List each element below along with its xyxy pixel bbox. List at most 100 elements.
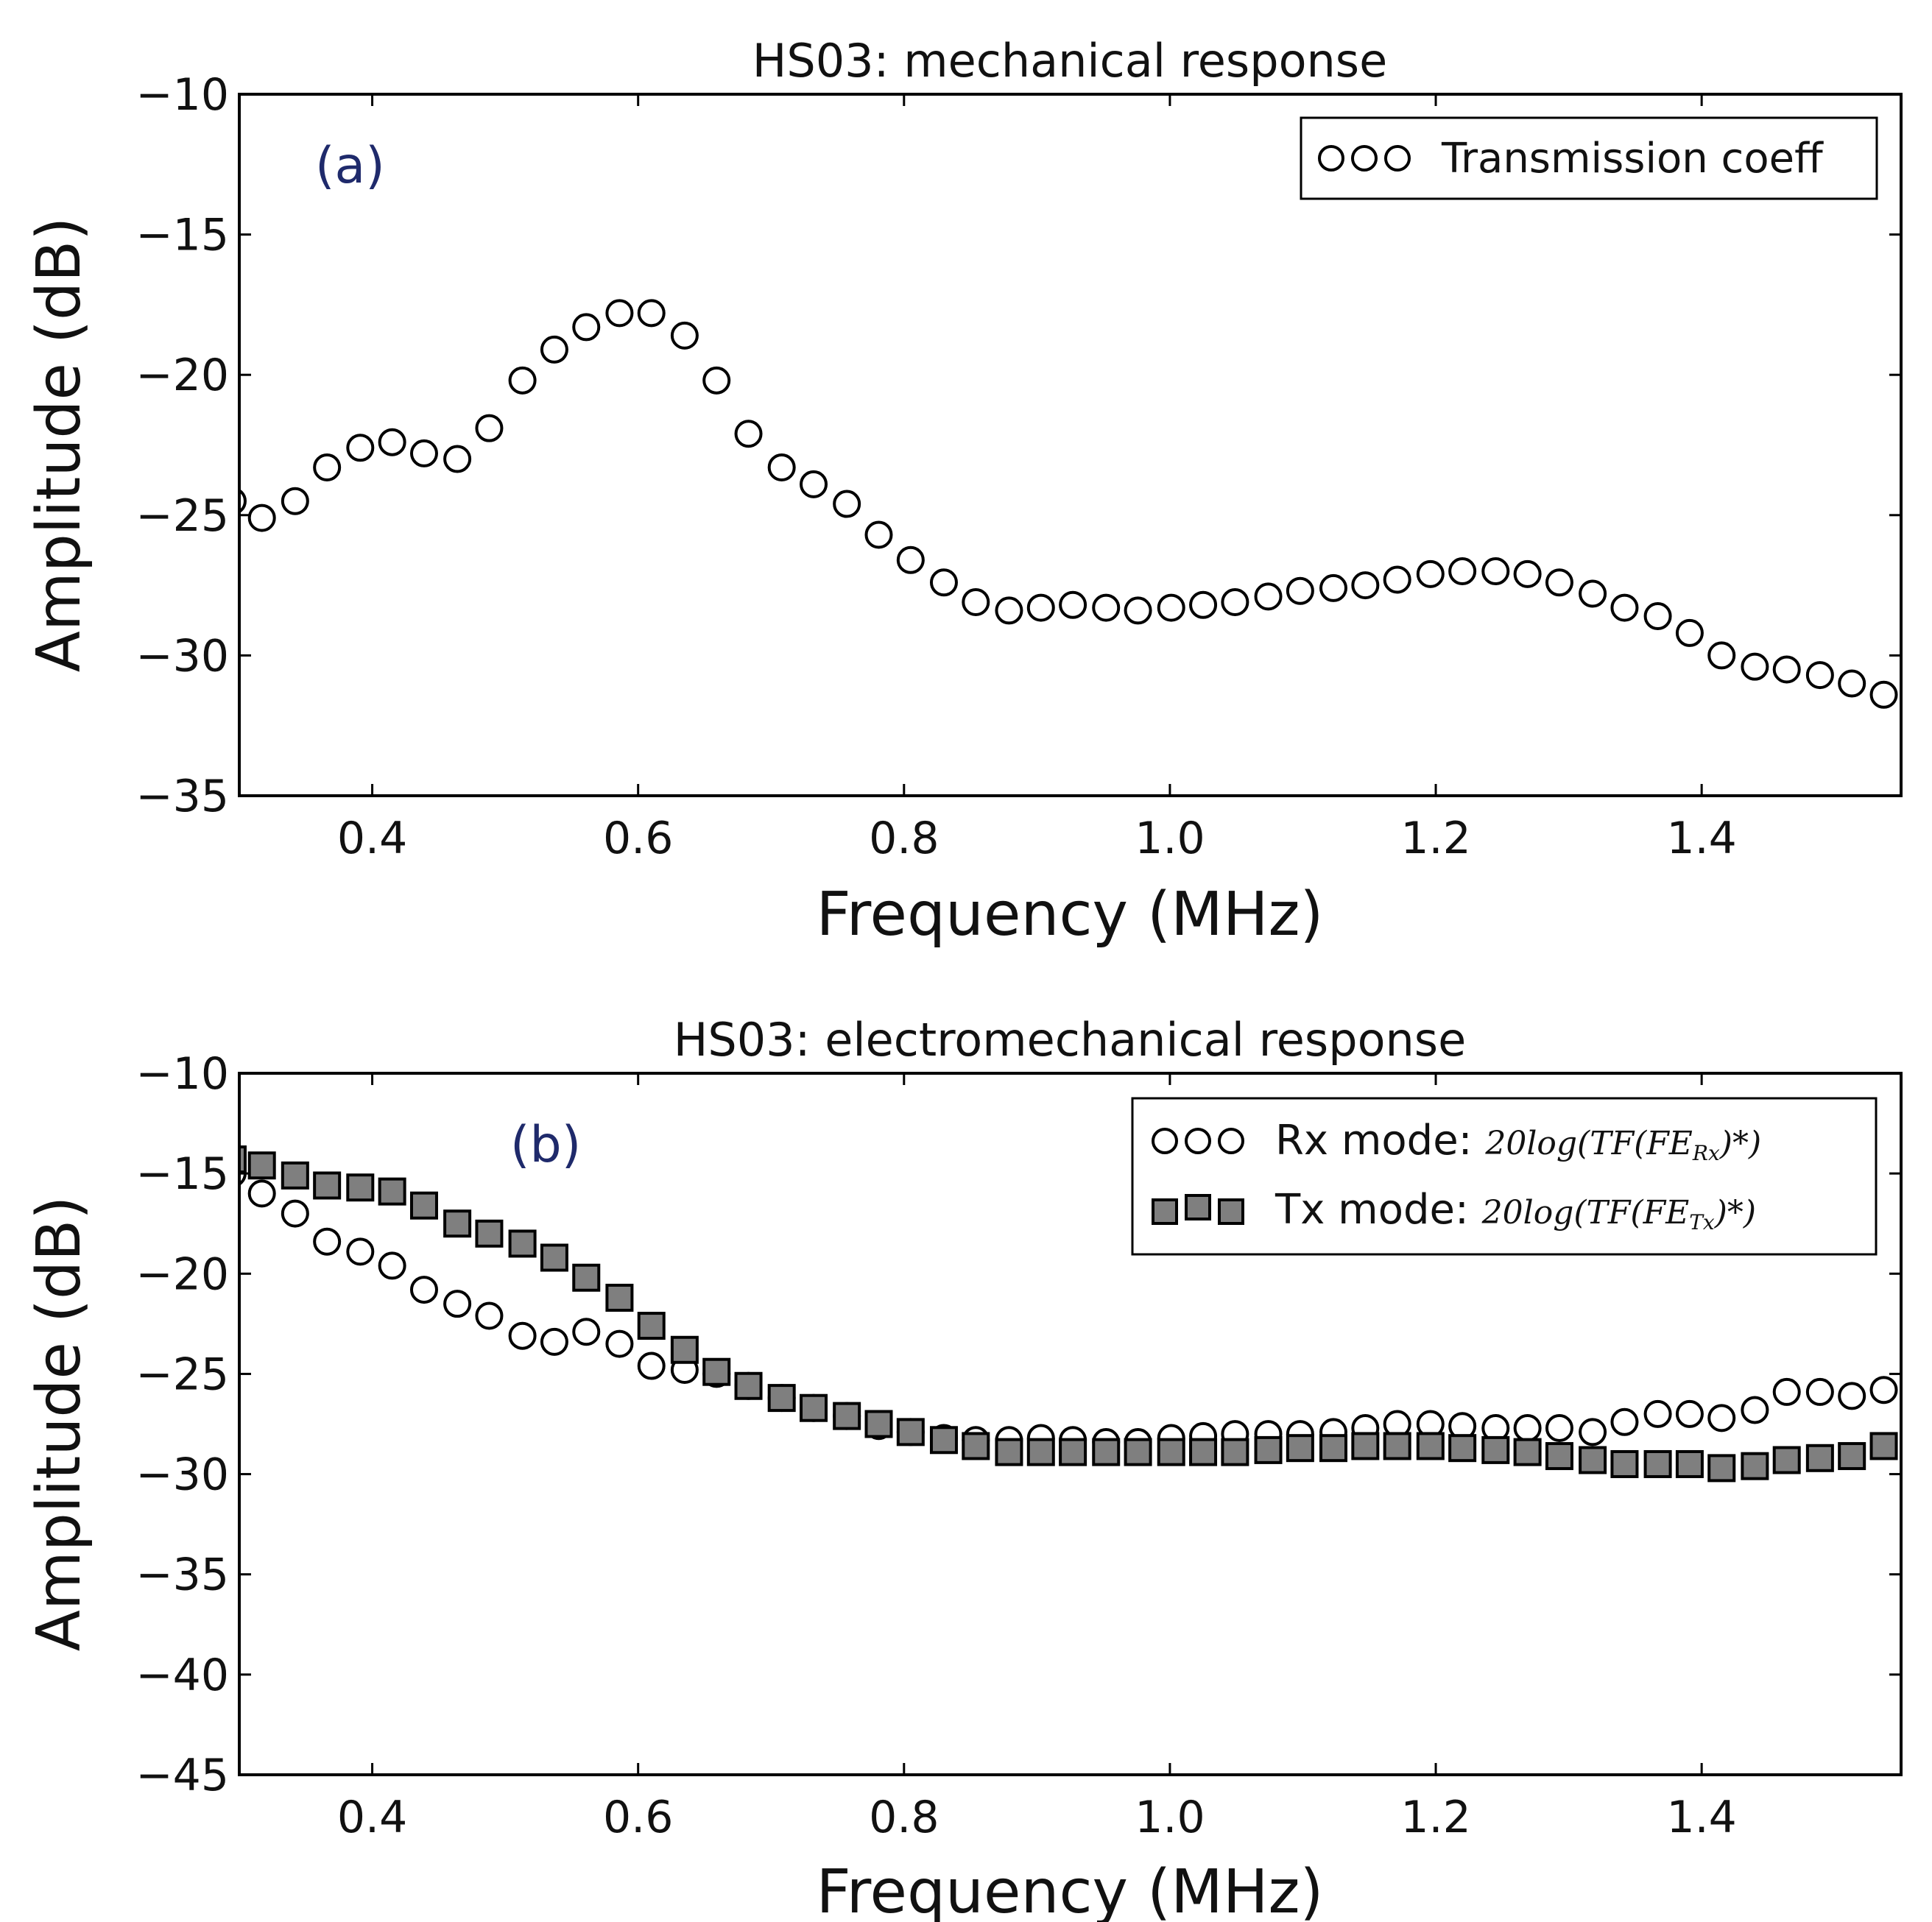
y-tick-label: −15 bbox=[135, 210, 229, 261]
data-point-tx-mode bbox=[1513, 1438, 1542, 1466]
legend-marker-circle bbox=[1218, 1128, 1244, 1154]
data-point-tx-mode bbox=[929, 1426, 958, 1455]
data-point-transmission-coeff bbox=[346, 434, 375, 462]
y-tick-label: −10 bbox=[135, 69, 229, 121]
data-point-rx-mode bbox=[281, 1199, 309, 1228]
data-point-tx-mode bbox=[896, 1418, 925, 1446]
legend-marker-circle bbox=[1152, 1128, 1178, 1154]
x-tick-label: 1.0 bbox=[1135, 813, 1205, 864]
panel-a-x-axis-label: Frequency (MHz) bbox=[816, 880, 1323, 950]
data-point-tx-mode bbox=[1157, 1438, 1185, 1466]
data-point-tx-mode bbox=[1579, 1446, 1607, 1474]
y-tick-label: −10 bbox=[135, 1048, 229, 1100]
x-tick-label: 0.6 bbox=[603, 813, 673, 864]
data-point-tx-mode bbox=[605, 1283, 634, 1312]
y-tick-label: −35 bbox=[135, 771, 229, 822]
legend-label-tx-mode: Tx mode: 20log(TF(FETx)*) bbox=[1275, 1186, 1756, 1234]
data-point-tx-mode bbox=[962, 1432, 990, 1460]
data-point-transmission-coeff bbox=[800, 470, 828, 498]
data-point-transmission-coeff bbox=[1610, 593, 1639, 622]
data-point-tx-mode bbox=[1741, 1452, 1769, 1480]
data-point-tx-mode bbox=[1221, 1438, 1249, 1466]
data-point-rx-mode bbox=[1805, 1377, 1834, 1406]
data-point-rx-mode bbox=[1513, 1413, 1542, 1442]
data-point-transmission-coeff bbox=[1383, 565, 1411, 594]
data-point-transmission-coeff bbox=[1675, 618, 1704, 647]
data-point-tx-mode bbox=[1416, 1432, 1445, 1460]
data-point-transmission-coeff bbox=[239, 489, 247, 514]
data-point-tx-mode bbox=[346, 1173, 375, 1202]
data-point-transmission-coeff bbox=[1124, 596, 1152, 625]
y-tick-label: −35 bbox=[135, 1550, 229, 1601]
data-point-tx-mode bbox=[1351, 1432, 1380, 1460]
data-point-tx-mode bbox=[1448, 1434, 1477, 1463]
x-tick-label: 0.8 bbox=[869, 1792, 939, 1843]
data-point-transmission-coeff bbox=[702, 366, 731, 395]
data-point-tx-mode bbox=[378, 1177, 406, 1206]
data-point-rx-mode bbox=[443, 1290, 472, 1318]
panel-b-legend: Rx mode: 20log(TF(FERx)*) Tx mode: 20log… bbox=[1131, 1097, 1878, 1256]
data-point-transmission-coeff bbox=[1026, 593, 1055, 622]
data-point-rx-mode bbox=[1869, 1376, 1898, 1405]
data-point-transmission-coeff bbox=[1513, 559, 1542, 588]
data-point-tx-mode bbox=[572, 1263, 601, 1292]
data-point-transmission-coeff bbox=[605, 299, 634, 328]
data-point-tx-mode bbox=[443, 1209, 472, 1238]
panel-a-legend: Transmission coeff bbox=[1300, 116, 1878, 200]
legend-marker-circle bbox=[1351, 145, 1378, 172]
data-point-tx-mode bbox=[1805, 1444, 1834, 1472]
y-tick-label: −20 bbox=[135, 1248, 229, 1300]
panel-b-plot-frame bbox=[238, 1072, 1903, 1776]
y-tick-label: −45 bbox=[135, 1750, 229, 1801]
data-point-transmission-coeff bbox=[572, 313, 601, 342]
data-point-tx-mode bbox=[1545, 1442, 1573, 1471]
data-point-tx-mode bbox=[1610, 1449, 1639, 1478]
data-point-rx-mode bbox=[1838, 1382, 1866, 1410]
data-point-rx-mode bbox=[239, 1161, 247, 1186]
y-tick-label: −15 bbox=[135, 1148, 229, 1200]
panel-b-y-axis-label: Amplitude (dB) bbox=[24, 1196, 94, 1652]
data-point-rx-mode bbox=[1610, 1407, 1639, 1436]
data-point-tx-mode bbox=[1383, 1432, 1411, 1460]
legend-marker-circle bbox=[1384, 145, 1411, 172]
data-point-tx-mode bbox=[670, 1335, 699, 1364]
data-point-tx-mode bbox=[281, 1161, 309, 1190]
data-point-transmission-coeff bbox=[409, 439, 438, 467]
data-point-transmission-coeff bbox=[313, 453, 342, 481]
data-point-tx-mode bbox=[1026, 1438, 1055, 1466]
data-point-transmission-coeff bbox=[540, 335, 568, 364]
data-point-rx-mode bbox=[475, 1301, 504, 1330]
x-tick-label: 1.2 bbox=[1400, 813, 1470, 864]
data-point-tx-mode bbox=[734, 1371, 763, 1400]
data-point-tx-mode bbox=[1319, 1434, 1348, 1463]
data-point-transmission-coeff bbox=[1805, 661, 1834, 690]
data-point-tx-mode bbox=[508, 1229, 537, 1258]
data-point-transmission-coeff bbox=[1286, 576, 1314, 605]
data-point-rx-mode bbox=[1579, 1418, 1607, 1446]
y-tick-label: −40 bbox=[135, 1650, 229, 1701]
data-point-transmission-coeff bbox=[281, 487, 309, 515]
data-point-tx-mode bbox=[1059, 1438, 1087, 1466]
data-point-tx-mode bbox=[1707, 1454, 1736, 1483]
x-tick-label: 1.4 bbox=[1666, 1792, 1736, 1843]
x-tick-label: 0.4 bbox=[337, 813, 407, 864]
data-point-tx-mode bbox=[1254, 1435, 1283, 1464]
data-point-transmission-coeff bbox=[1189, 590, 1218, 619]
x-tick-label: 0.6 bbox=[603, 1792, 673, 1843]
data-point-rx-mode bbox=[1741, 1396, 1769, 1424]
y-tick-label: −20 bbox=[135, 350, 229, 401]
panel-a-plot-frame bbox=[238, 93, 1903, 797]
data-point-tx-mode bbox=[540, 1243, 568, 1272]
legend-label-transmission-coeff: Transmission coeff bbox=[1441, 135, 1824, 183]
data-point-transmission-coeff bbox=[1351, 571, 1380, 600]
data-point-tx-mode bbox=[1481, 1435, 1510, 1464]
data-point-transmission-coeff bbox=[1707, 641, 1736, 670]
data-point-rx-mode bbox=[313, 1227, 342, 1256]
data-point-tx-mode bbox=[1124, 1438, 1152, 1466]
panel-b-y-axis: −45 −40 −35 −30 −25 −20 −15 −10 bbox=[135, 1048, 1901, 1801]
data-point-rx-mode bbox=[508, 1321, 537, 1350]
data-point-transmission-coeff bbox=[896, 545, 925, 574]
data-point-rx-mode bbox=[1675, 1399, 1704, 1428]
panel-b-title: HS03: electromechanical response bbox=[674, 1013, 1467, 1067]
data-point-transmission-coeff bbox=[1579, 579, 1607, 608]
